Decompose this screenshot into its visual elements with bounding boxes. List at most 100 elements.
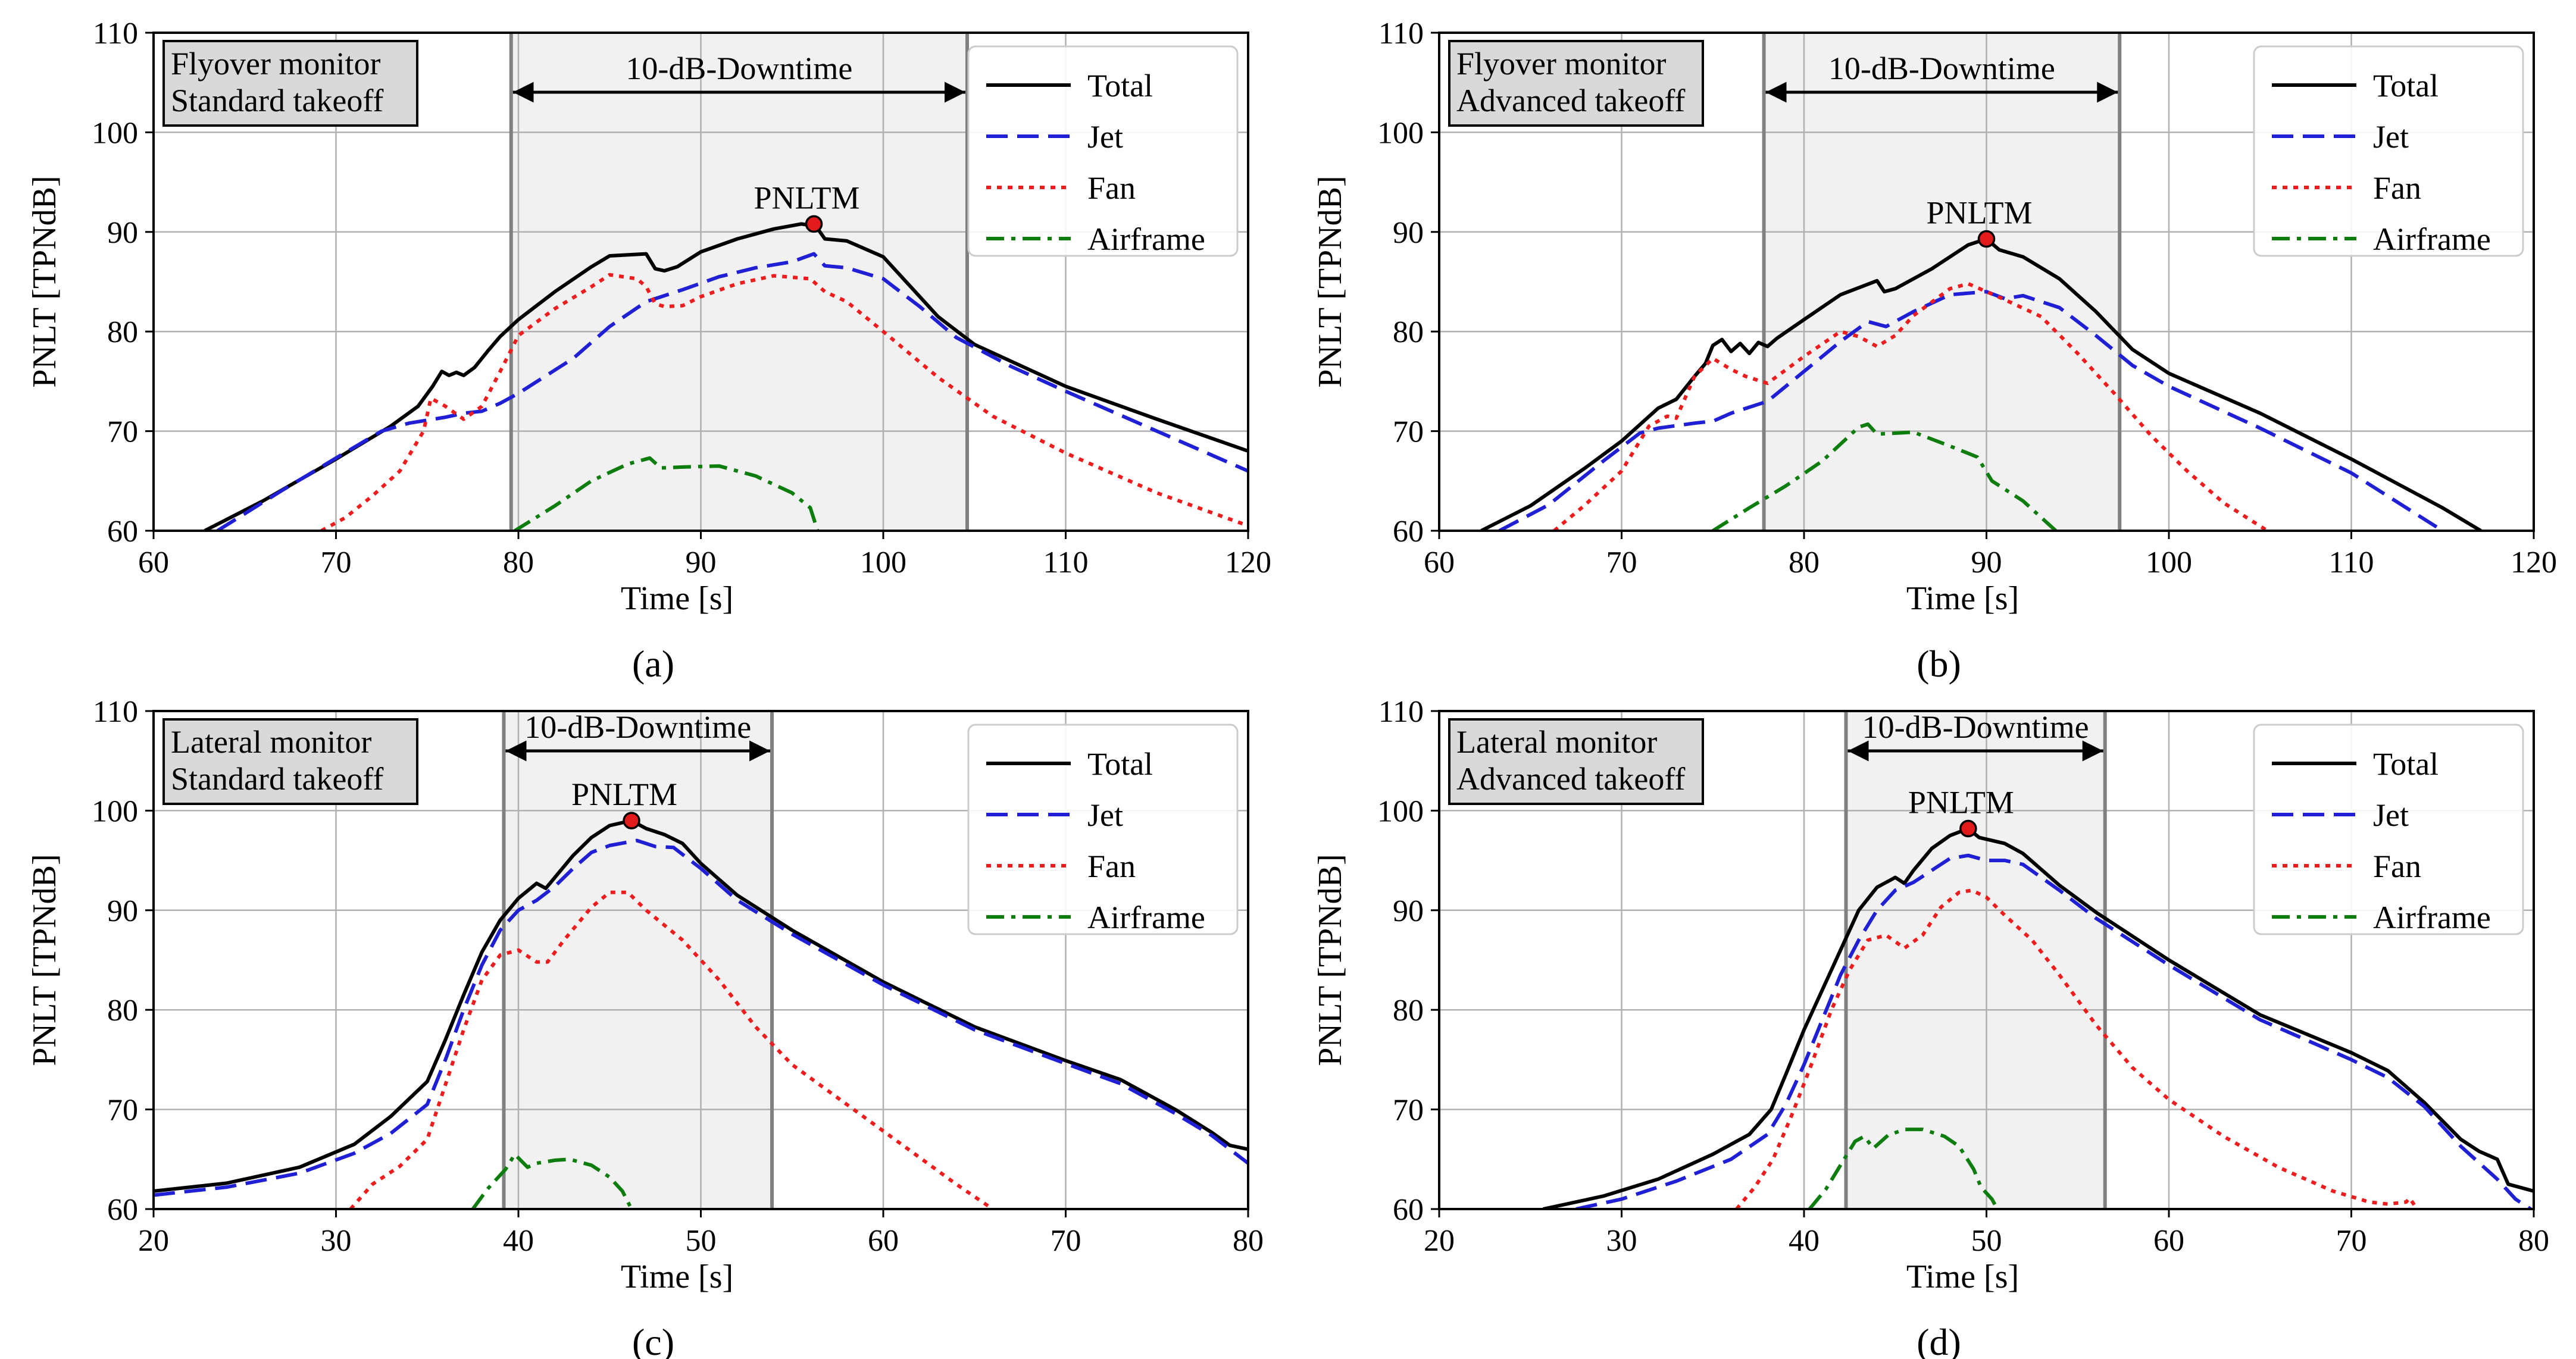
y-tick-label: 90	[1393, 894, 1424, 928]
x-tick-label: 80	[2518, 1224, 2549, 1258]
x-tick-label: 120	[1225, 546, 1271, 580]
y-tick-label: 100	[92, 794, 138, 828]
downtime-shade	[1846, 711, 2105, 1209]
y-tick-label: 100	[1377, 116, 1424, 150]
x-tick-label: 100	[2146, 546, 2192, 580]
y-tick-label: 70	[1393, 415, 1424, 449]
x-axis-label: Time [s]	[621, 580, 733, 617]
panel-label: (b)	[1917, 643, 1961, 685]
pnltm-marker	[805, 215, 823, 233]
annotation-box-bg	[162, 718, 418, 805]
annotation-line: Standard takeoff	[171, 83, 383, 118]
annotation-line: Lateral monitor	[171, 724, 371, 760]
y-axis-label: PNLT [TPNdB]	[1312, 176, 1349, 387]
panel-a: PNLTM 10-dB-Downtime 60 70 80 90 100 110 120 60 70…	[26, 17, 1271, 685]
y-tick-label: 70	[1393, 1094, 1424, 1128]
y-tick-label: 100	[92, 116, 138, 150]
x-axis-label: Time [s]	[621, 1258, 733, 1295]
y-axis-label: PNLT [TPNdB]	[1312, 854, 1349, 1066]
y-tick-label: 60	[107, 1193, 138, 1227]
legend-box	[2253, 45, 2524, 257]
annotation-line: Flyover monitor	[1456, 46, 1666, 82]
series-line-airframe	[1712, 422, 2058, 531]
y-axis-label: PNLT [TPNdB]	[26, 176, 63, 387]
legend: Total Jet Fan Airframe	[2253, 45, 2524, 257]
series-line-jet	[1575, 853, 2534, 1209]
annotation-line: Advanced takeoff	[1456, 761, 1685, 797]
series-line-airframe	[1808, 1128, 1999, 1209]
y-tick-label: 80	[107, 315, 138, 349]
panel-b: PNLTM 10-dB-Downtime 60 70 80 90 100 110 120 60 70…	[1312, 17, 2557, 685]
series-line-total	[154, 819, 1248, 1193]
x-tick-label: 60	[868, 1224, 899, 1258]
y-tick-label: 90	[107, 894, 138, 928]
series-group	[1543, 826, 2534, 1209]
x-tick-label: 70	[1051, 1224, 1081, 1258]
series-line-airframe	[514, 456, 820, 531]
legend: Total Jet Fan Airframe	[967, 45, 1239, 257]
panel-label: (d)	[1917, 1321, 1961, 1359]
annotation-box-bg	[1448, 718, 1704, 805]
annotation-box-bg	[162, 40, 418, 127]
legend-label-jet: Jet	[2373, 119, 2409, 155]
series-line-airframe	[471, 1152, 633, 1209]
annotation-line: Flyover monitor	[171, 46, 380, 82]
legend: Total Jet Fan Airframe	[2253, 724, 2524, 935]
x-tick-label: 120	[2511, 546, 2557, 580]
x-tick-label: 90	[686, 546, 717, 580]
series-line-fan	[1735, 888, 2419, 1209]
x-tick-label: 70	[2336, 1224, 2367, 1258]
y-tick-label: 110	[1378, 17, 1424, 51]
y-tick-label: 80	[107, 994, 138, 1028]
downtime-label: 10-dB-Downtime	[524, 709, 751, 745]
legend-label-airframe: Airframe	[2373, 221, 2491, 257]
x-tick-label: 110	[1043, 546, 1088, 580]
y-tick-label: 90	[107, 216, 138, 250]
downtime-label: 10-dB-Downtime	[1828, 51, 2055, 86]
x-tick-label: 80	[503, 546, 534, 580]
pnltm-marker	[1959, 819, 1977, 838]
x-tick-label: 110	[2328, 546, 2374, 580]
series-group	[154, 819, 1248, 1209]
x-tick-label: 20	[138, 1224, 169, 1258]
downtime-label: 10-dB-Downtime	[1862, 709, 2089, 745]
annotation-line: Standard takeoff	[171, 761, 383, 797]
series-line-fan	[320, 273, 1248, 531]
pnltm-label: PNLTM	[1926, 195, 2032, 231]
series-line-fan	[349, 890, 994, 1209]
x-tick-label: 80	[1233, 1224, 1264, 1258]
legend-label-airframe: Airframe	[2373, 900, 2491, 935]
legend-label-jet: Jet	[1087, 119, 1123, 155]
y-axis-label: PNLT [TPNdB]	[26, 854, 63, 1066]
pnltm-label: PNLTM	[571, 776, 677, 812]
legend-box	[967, 45, 1239, 257]
x-tick-label: 60	[138, 546, 169, 580]
y-tick-label: 70	[107, 1094, 138, 1128]
legend-label-jet: Jet	[1087, 797, 1123, 833]
legend-label-fan: Fan	[2373, 848, 2421, 884]
x-tick-label: 70	[1606, 546, 1637, 580]
y-tick-label: 100	[1377, 794, 1424, 828]
x-tick-label: 80	[1789, 546, 1820, 580]
panel-label: (a)	[632, 643, 674, 685]
pnltm-label: PNLTM	[754, 180, 859, 215]
pnltm-marker	[623, 812, 640, 829]
x-tick-label: 70	[321, 546, 352, 580]
legend-label-total: Total	[2373, 746, 2439, 782]
series-group	[204, 222, 1248, 531]
legend-label-fan: Fan	[1087, 848, 1136, 884]
x-tick-label: 50	[686, 1224, 717, 1258]
legend-box	[2253, 724, 2524, 935]
x-tick-label: 40	[1789, 1224, 1820, 1258]
legend-label-airframe: Airframe	[1087, 221, 1205, 257]
legend-label-airframe: Airframe	[1087, 900, 1205, 935]
legend-label-total: Total	[1087, 746, 1153, 782]
legend-label-total: Total	[1087, 68, 1153, 104]
x-tick-label: 20	[1424, 1224, 1455, 1258]
y-tick-label: 110	[93, 695, 138, 729]
x-tick-label: 90	[1971, 546, 2002, 580]
y-tick-label: 70	[107, 415, 138, 449]
